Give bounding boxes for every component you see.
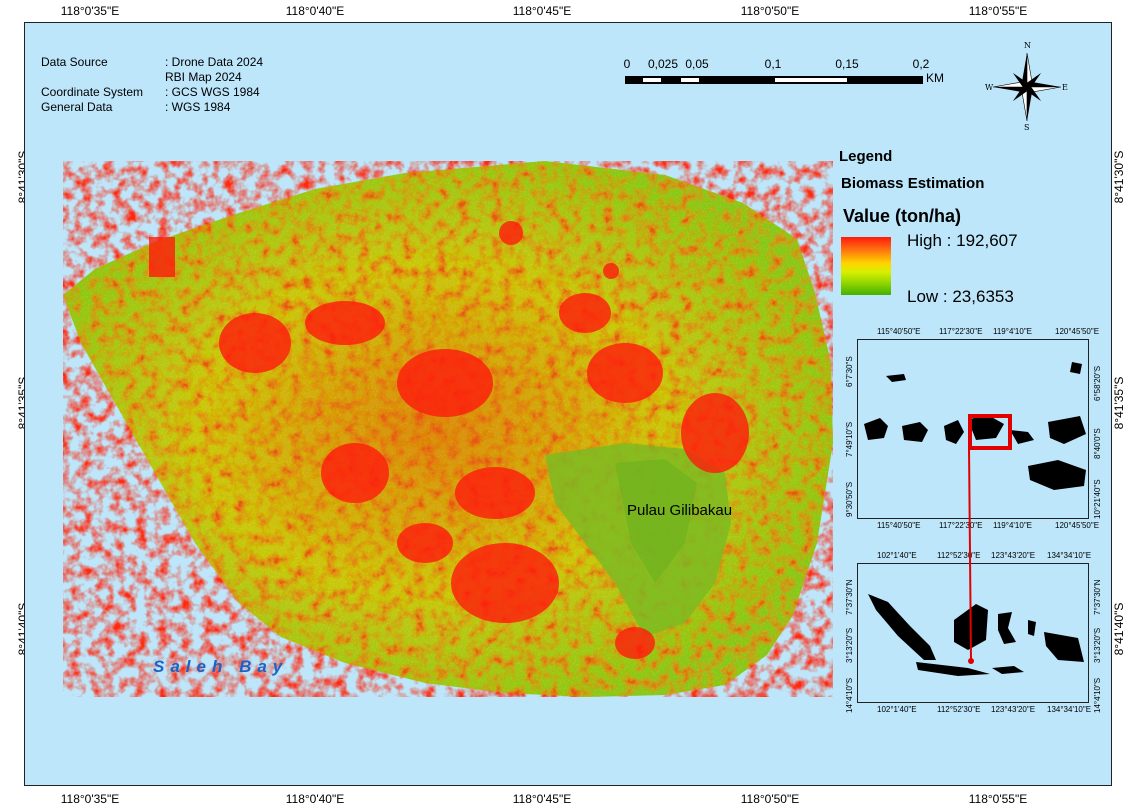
lat-label-right-3: 8°41'40"S bbox=[1112, 602, 1126, 656]
scale-label-0: 0 bbox=[623, 57, 631, 71]
data-source-value-2: RBI Map 2024 bbox=[165, 70, 242, 84]
lat-label-right-1: 8°41'30"S bbox=[1112, 150, 1126, 204]
legend-value-label: Value (ton/ha) bbox=[843, 206, 962, 226]
lon-label-bottom-3: 118°0'45"E bbox=[512, 792, 572, 806]
inset1-bottom-1: 115°40'50"E bbox=[877, 521, 921, 530]
lon-label-top-1: 118°0'35"E bbox=[60, 4, 120, 18]
inset2-top-2: 112°52'30"E bbox=[937, 551, 981, 560]
lon-label-bottom-4: 118°0'50"E bbox=[740, 792, 800, 806]
inset1-left-2: 7°49'10"S bbox=[845, 421, 854, 457]
scale-label-5: 0,2 bbox=[912, 57, 930, 71]
inset2-top-1: 102°1'40"E bbox=[877, 551, 917, 560]
lon-label-bottom-1: 118°0'35"E bbox=[60, 792, 120, 806]
high-biomass-patches bbox=[149, 221, 749, 659]
lon-label-bottom-5: 118°0'55"E bbox=[968, 792, 1028, 806]
scale-label-1: 0,025 bbox=[647, 57, 679, 71]
metadata-block: Data Source : Drone Data 2024 RBI Map 20… bbox=[41, 55, 263, 115]
inset1-right-1: 6°58'20"S bbox=[1093, 365, 1102, 401]
scale-bar-graphic bbox=[625, 76, 923, 84]
inset1-top-4: 120°45'50"E bbox=[1055, 327, 1100, 336]
inset1-right-3: 10°21'40"S bbox=[1093, 479, 1102, 519]
inset2-top-3: 123°43'20"E bbox=[991, 551, 1036, 560]
compass-n: N bbox=[1024, 41, 1031, 50]
compass-rose-icon bbox=[992, 52, 1062, 122]
lon-label-top-3: 118°0'45"E bbox=[512, 4, 572, 18]
legend-high-label: High : 192,607 bbox=[907, 231, 1018, 250]
lat-label-right-2: 8°41'35"S bbox=[1112, 376, 1126, 430]
legend-low-label: Low : 23,6353 bbox=[907, 287, 1014, 306]
inset2-bottom-4: 134°34'10"E bbox=[1047, 705, 1092, 714]
inset1-top-2: 117°22'30"E bbox=[939, 327, 983, 336]
legend-subtitle: Biomass Estimation bbox=[841, 175, 985, 192]
scale-label-4: 0,15 bbox=[835, 57, 859, 71]
data-source-value: : Drone Data 2024 bbox=[165, 55, 264, 69]
lon-label-top-4: 118°0'50"E bbox=[740, 4, 800, 18]
north-arrow: N S E W bbox=[985, 41, 1068, 136]
inset2-left-3: 14°4'10"S bbox=[845, 677, 854, 713]
bay-label: Saleh Bay bbox=[153, 657, 289, 676]
inset-regional-map bbox=[857, 339, 1089, 519]
inset1-top-3: 119°4'10"E bbox=[993, 327, 1033, 336]
compass-s: S bbox=[1024, 123, 1030, 132]
inset1-top-1: 115°40'50"E bbox=[877, 327, 921, 336]
scale-unit: KM bbox=[926, 71, 944, 85]
lon-label-top-2: 118°0'40"E bbox=[285, 4, 345, 18]
inset1-bottom-3: 119°4'10"E bbox=[993, 521, 1033, 530]
inset2-right-2: 3°13'20"S bbox=[1093, 627, 1102, 663]
inset1-bottom-4: 120°45'50"E bbox=[1055, 521, 1100, 530]
inset2-left-2: 3°13'20"S bbox=[845, 627, 854, 663]
inset-country-graphic bbox=[858, 564, 1088, 702]
map-frame: Data Source : Drone Data 2024 RBI Map 20… bbox=[24, 22, 1112, 786]
compass-e: E bbox=[1062, 83, 1068, 92]
legend-color-ramp bbox=[841, 237, 891, 295]
inset1-left-1: 6°7'30"S bbox=[845, 356, 854, 387]
inset1-left-3: 9°30'50"S bbox=[845, 481, 854, 517]
compass-w: W bbox=[985, 83, 994, 92]
general-data-key: General Data bbox=[41, 100, 113, 114]
coordinate-system-key: Coordinate System bbox=[41, 85, 144, 99]
data-source-key: Data Source bbox=[41, 55, 108, 69]
lon-label-top-5: 118°0'55"E bbox=[968, 4, 1028, 18]
inset1-right-2: 8°40'0"S bbox=[1093, 428, 1102, 459]
inset-regional-graphic bbox=[858, 340, 1088, 518]
inset2-bottom-2: 112°52'30"E bbox=[937, 705, 981, 714]
general-data-value: : WGS 1984 bbox=[165, 100, 231, 114]
lon-label-bottom-2: 118°0'40"E bbox=[285, 792, 345, 806]
inset2-right-3: 14°4'10"S bbox=[1093, 677, 1102, 713]
low-biomass-zone-2 bbox=[615, 459, 697, 583]
island-label: Pulau Gilibakau bbox=[627, 502, 733, 519]
scale-label-2: 0,05 bbox=[685, 57, 709, 71]
inset2-left-1: 7°37'30"N bbox=[845, 579, 854, 615]
inset2-bottom-3: 123°43'20"E bbox=[991, 705, 1036, 714]
biomass-map-canvas bbox=[63, 161, 833, 697]
inset1-bottom-2: 117°22'30"E bbox=[939, 521, 983, 530]
coordinate-system-value: : GCS WGS 1984 bbox=[165, 85, 260, 99]
inset-country-map bbox=[857, 563, 1089, 703]
inset2-right-1: 7°37'30"N bbox=[1093, 579, 1102, 615]
scale-label-3: 0,1 bbox=[764, 57, 782, 71]
inset2-top-4: 134°34'10"E bbox=[1047, 551, 1092, 560]
legend-title: Legend bbox=[839, 148, 893, 165]
inset2-bottom-1: 102°1'40"E bbox=[877, 705, 917, 714]
